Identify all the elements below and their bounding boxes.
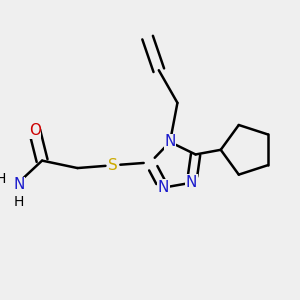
Text: N: N [186, 175, 197, 190]
Text: H: H [14, 195, 24, 208]
Text: O: O [28, 123, 40, 138]
Text: N: N [158, 180, 169, 195]
Text: N: N [164, 134, 176, 149]
Text: N: N [13, 177, 25, 192]
Text: H: H [0, 172, 6, 186]
Text: S: S [108, 158, 118, 173]
